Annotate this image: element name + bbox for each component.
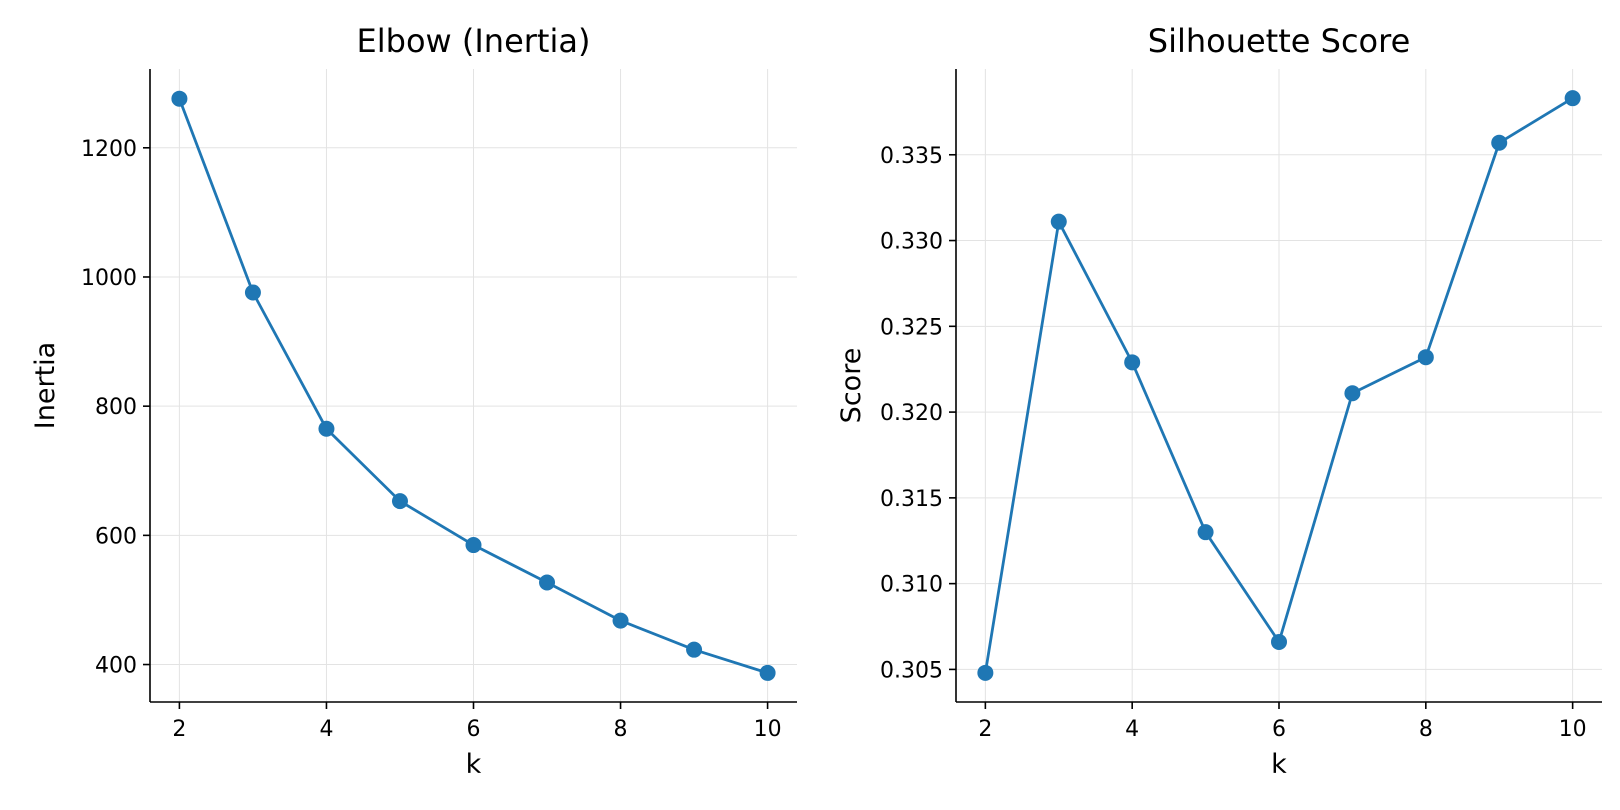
elbow-y-tick-label: 600 — [95, 524, 137, 549]
silhouette-y-tick-label: 0.330 — [880, 230, 943, 255]
silhouette-y-tick-label: 0.315 — [880, 487, 943, 512]
silhouette-data-point — [977, 664, 994, 681]
elbow-gridlines — [150, 69, 797, 702]
silhouette-x-tick-label: 10 — [1559, 717, 1587, 742]
elbow-y-tick-label: 1200 — [81, 137, 137, 162]
elbow-y-tick-label: 400 — [95, 654, 137, 679]
elbow-y-axis-label: Inertia — [30, 342, 61, 429]
elbow-data-point — [686, 641, 703, 658]
elbow-x-tick-label: 10 — [754, 717, 782, 742]
silhouette-x-tick-label: 8 — [1419, 717, 1433, 742]
silhouette-y-tick-label: 0.325 — [880, 315, 943, 340]
silhouette-y-axis-label: Score — [836, 348, 867, 424]
elbow-data-point — [465, 537, 482, 554]
silhouette-x-tick-label: 2 — [978, 717, 992, 742]
silhouette-x-tick-label: 4 — [1125, 717, 1139, 742]
elbow-data-point — [539, 574, 556, 591]
elbow-x-tick-label: 4 — [319, 717, 333, 742]
silhouette-y-tick-label: 0.310 — [880, 573, 943, 598]
elbow-chart-title: Elbow (Inertia) — [357, 22, 591, 60]
silhouette-data-point — [1417, 349, 1434, 366]
silhouette-data-point — [1564, 90, 1581, 107]
elbow-data-point — [318, 420, 335, 437]
elbow-data-point — [171, 90, 188, 107]
silhouette-data-point — [1197, 524, 1214, 541]
silhouette-data-point — [1124, 354, 1141, 371]
elbow-y-tick-label: 1000 — [81, 266, 137, 291]
silhouette-y-tick-label: 0.305 — [880, 658, 943, 683]
silhouette-gridlines — [956, 69, 1602, 702]
elbow-data-point — [612, 612, 629, 629]
elbow-x-tick-label: 6 — [467, 717, 481, 742]
silhouette-y-tick-label: 0.320 — [880, 401, 943, 426]
silhouette-y-tick-label: 0.335 — [880, 144, 943, 169]
elbow-data-point — [244, 284, 261, 301]
elbow-x-axis-label: k — [466, 749, 482, 780]
silhouette-data-point — [1050, 213, 1067, 230]
elbow-y-tick-label: 800 — [95, 395, 137, 420]
silhouette-data-point — [1491, 134, 1508, 151]
elbow-data-point — [391, 493, 408, 510]
silhouette-x-axis-label: k — [1271, 749, 1287, 780]
silhouette-data-point — [1344, 385, 1361, 402]
elbow-x-tick-label: 8 — [614, 717, 628, 742]
elbow-x-tick-label: 2 — [172, 717, 186, 742]
silhouette-chart-panel: 2 4 6 8 10 0.305 0.310 0.315 0.320 0.325 0.330 0.33… — [836, 22, 1602, 780]
silhouette-x-tick-label: 6 — [1272, 717, 1286, 742]
elbow-chart-panel: 2 4 6 8 10 400 600 800 1000 1200 Elbow (Inertia) k I… — [30, 22, 797, 780]
silhouette-data-point — [1271, 633, 1287, 650]
silhouette-chart-title: Silhouette Score — [1148, 22, 1411, 60]
elbow-data-point — [759, 664, 776, 681]
